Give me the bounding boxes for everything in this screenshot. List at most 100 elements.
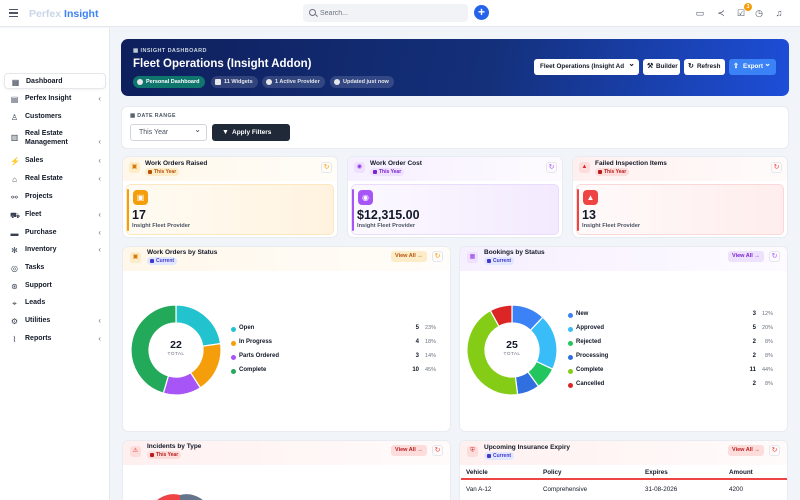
builder-button[interactable]: ⚒ Builder bbox=[643, 59, 680, 75]
donut-slice-complete[interactable] bbox=[466, 309, 519, 396]
legend-percent: 12% bbox=[761, 311, 773, 317]
clipboard-icon: ▣ bbox=[133, 190, 148, 205]
page-title: Fleet Operations (Insight Addon) bbox=[133, 58, 312, 70]
date-range-select[interactable]: This Year bbox=[130, 122, 207, 141]
kpi-card-work-order-cost: ◉ Work Order Cost This Year ↻ ◉ $12,315.… bbox=[347, 156, 563, 238]
clipboard-icon: ▣ bbox=[130, 252, 141, 263]
sidebar-item-inventory[interactable]: ✻ Inventory ‹ bbox=[11, 245, 101, 255]
sidebar-item-utilities[interactable]: ⚙ Utilities ‹ bbox=[10, 316, 101, 326]
sidebar-item-perfex-insight[interactable]: ▤ Perfex Insight ‹ bbox=[10, 94, 101, 104]
eye-icon bbox=[137, 79, 143, 85]
refresh-button[interactable]: ↻ Refresh bbox=[684, 59, 725, 75]
legend-percent: 8% bbox=[765, 353, 773, 359]
kpi-value: $12,315.00 bbox=[357, 208, 420, 222]
refresh-icon[interactable]: ↻ bbox=[769, 251, 780, 262]
legend-count: 5 bbox=[415, 325, 419, 331]
search-input[interactable] bbox=[320, 7, 460, 19]
clock-icon[interactable]: ◷ bbox=[755, 8, 763, 18]
sidebar-item-reports[interactable]: ⌇ Reports ‹ bbox=[4, 331, 106, 347]
legend-label: New bbox=[576, 311, 589, 317]
legend-percent: 8% bbox=[765, 339, 773, 345]
donut-slice-cancelled[interactable] bbox=[489, 304, 513, 328]
warning-icon: ▲ bbox=[579, 162, 590, 173]
check-circle-icon: ◎ bbox=[11, 264, 18, 273]
legend-item[interactable]: Processing 2 8% bbox=[568, 353, 773, 363]
sidebar-item-sales[interactable]: ⚡ Sales ‹ bbox=[10, 156, 101, 166]
sidebar-item-purchase[interactable]: ▬ Purchase ‹ bbox=[10, 228, 102, 238]
chart-icon: ▤ bbox=[10, 95, 19, 104]
sidebar-item-fleet[interactable]: ⛟ Fleet ‹ bbox=[10, 210, 101, 220]
sidebar-item-leads[interactable]: ⌖ Leads bbox=[4, 295, 106, 311]
chevron-left-icon: ‹ bbox=[98, 210, 101, 219]
refresh-icon[interactable]: ↻ bbox=[546, 162, 557, 173]
refresh-icon[interactable]: ↻ bbox=[432, 445, 443, 456]
legend-label: Cancelled bbox=[576, 381, 605, 387]
wand-icon: ⚒ bbox=[647, 63, 654, 70]
warning-icon: ▲ bbox=[583, 190, 598, 205]
legend-swatch bbox=[231, 369, 236, 374]
legend-count: 11 bbox=[749, 367, 756, 373]
search-box[interactable] bbox=[303, 4, 468, 22]
sidebar-item-customers[interactable]: ♙ Customers bbox=[10, 113, 62, 122]
refresh-icon[interactable]: ↻ bbox=[321, 162, 332, 173]
legend-label: Parts Ordered bbox=[239, 353, 280, 359]
refresh-icon[interactable]: ↻ bbox=[771, 162, 782, 173]
kpi-value: 17 bbox=[132, 208, 146, 222]
brand-logo[interactable]: Perfex Insight bbox=[29, 8, 99, 20]
legend-count: 3 bbox=[415, 353, 419, 359]
grid-icon bbox=[215, 79, 221, 85]
refresh-icon[interactable]: ↻ bbox=[432, 251, 443, 262]
bookings-donut bbox=[466, 304, 558, 396]
legend-item[interactable]: Cancelled 2 8% bbox=[568, 381, 773, 391]
sidebar-item-real-estate-management[interactable]: ▥ Real Estate Management ‹ bbox=[10, 130, 101, 146]
share-icon[interactable]: ≺ bbox=[717, 8, 725, 18]
kpi-value: 13 bbox=[582, 208, 596, 222]
legend-item[interactable]: In Progress 4 18% bbox=[231, 339, 436, 349]
hamburger-icon[interactable] bbox=[9, 9, 18, 19]
user-icon: ♙ bbox=[10, 113, 19, 122]
legend-item[interactable]: Approved 5 20% bbox=[568, 325, 773, 335]
view-all-button[interactable]: View All → bbox=[728, 251, 764, 262]
legend-item[interactable]: New 3 12% bbox=[568, 311, 773, 321]
legend-item[interactable]: Open 5 23% bbox=[231, 325, 436, 335]
legend-item[interactable]: Rejected 2 8% bbox=[568, 339, 773, 349]
chevron-left-icon: ‹ bbox=[98, 316, 101, 325]
legend-item[interactable]: Complete 10 45% bbox=[231, 367, 436, 377]
view-all-button[interactable]: View All → bbox=[391, 445, 427, 456]
export-button[interactable]: ⇪ Export bbox=[729, 56, 776, 75]
legend-label: In Progress bbox=[239, 339, 273, 345]
credit-card-icon[interactable]: ▭ bbox=[695, 8, 705, 18]
work-orders-by-status-card: ▣ Work Orders by Status Current View All… bbox=[122, 246, 451, 432]
widgets-pill: 11 Widgets bbox=[211, 76, 258, 88]
cog-icon: ✻ bbox=[11, 246, 18, 255]
legend-swatch bbox=[568, 313, 573, 318]
view-all-button[interactable]: View All → bbox=[728, 445, 764, 456]
legend-percent: 8% bbox=[765, 381, 773, 387]
donut-slice-complete[interactable] bbox=[130, 304, 177, 394]
quick-create-button[interactable]: + bbox=[474, 5, 489, 20]
legend-swatch bbox=[568, 369, 573, 374]
sidebar-item-real-estate[interactable]: ⌂ Real Estate ‹ bbox=[4, 171, 106, 187]
bell-icon[interactable]: ♫ bbox=[775, 8, 783, 18]
refresh-icon[interactable]: ↻ bbox=[769, 445, 780, 456]
legend-item[interactable]: Parts Ordered 3 14% bbox=[231, 353, 436, 363]
upcoming-insurance-expiry-card: ⛨ Upcoming Insurance Expiry Current View… bbox=[459, 440, 788, 500]
apply-filters-button[interactable]: ▼ Apply Filters bbox=[212, 124, 290, 141]
sidebar-item-tasks[interactable]: ◎ Tasks bbox=[11, 264, 45, 273]
checkbox-icon[interactable]: ☑ bbox=[736, 8, 746, 18]
chevron-left-icon: ‹ bbox=[98, 228, 101, 237]
notification-badge: 3 bbox=[744, 3, 752, 11]
view-all-button[interactable]: View All → bbox=[391, 251, 427, 262]
sidebar-item-projects[interactable]: ⚯ Projects bbox=[11, 193, 53, 202]
dashboard-select[interactable]: Fleet Operations (Insight Ad bbox=[534, 56, 639, 75]
bolt-icon: ⚡ bbox=[10, 157, 20, 166]
legend-label: Open bbox=[239, 325, 255, 331]
shield-icon: ⛨ bbox=[467, 446, 478, 457]
sidebar-item-support[interactable]: ⊛ Support bbox=[11, 282, 52, 291]
sidebar-item-dashboard[interactable]: ▦ Dashboard bbox=[4, 73, 106, 89]
sidebar: ▦ Dashboard ▤ Perfex Insight ‹ ♙ Custome… bbox=[0, 28, 110, 500]
search-icon bbox=[309, 9, 316, 16]
legend-item[interactable]: Complete 11 44% bbox=[568, 367, 773, 377]
filter-icon: ▼ bbox=[222, 129, 229, 136]
legend-percent: 23% bbox=[424, 325, 436, 331]
